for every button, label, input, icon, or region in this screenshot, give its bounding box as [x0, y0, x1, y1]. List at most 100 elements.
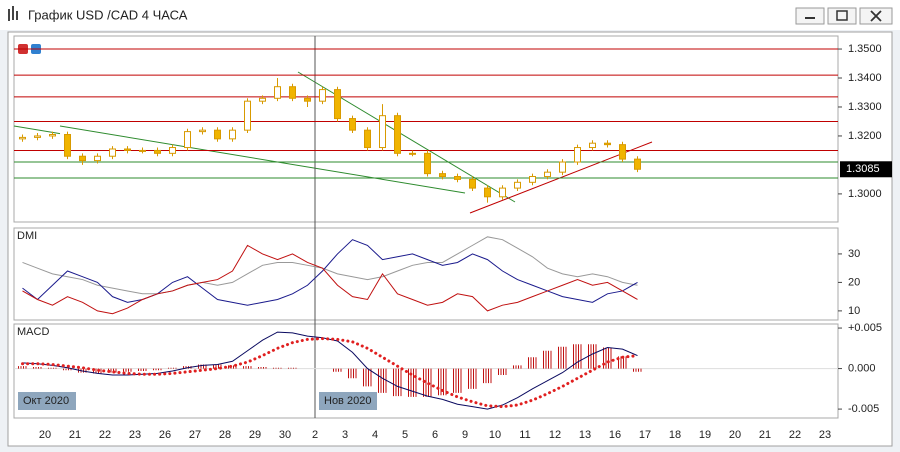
series-line [22, 244, 638, 315]
close-button[interactable] [859, 7, 893, 25]
candle-body [109, 148, 116, 157]
series-line [22, 331, 638, 410]
x-tick-label: 5 [402, 429, 408, 441]
candle-body [364, 129, 371, 149]
x-tick-label: 30 [279, 429, 291, 441]
candle-body [469, 178, 476, 189]
series-line [22, 239, 638, 306]
trend-line [59, 125, 466, 194]
y-tick-label: 20 [848, 276, 860, 288]
candle-body [619, 144, 626, 160]
candle-body [274, 86, 281, 99]
candle-body [349, 118, 356, 131]
candle-body [424, 152, 431, 175]
candle-body [379, 115, 386, 149]
title-bar [0, 0, 900, 30]
candle-body [574, 147, 581, 163]
price-panel [13, 35, 839, 223]
restore-button[interactable] [827, 7, 857, 25]
y-tick-label: 1.3500 [848, 43, 882, 55]
x-tick-label: 29 [249, 429, 261, 441]
candle-body [304, 97, 311, 102]
dmi-panel [13, 227, 839, 321]
x-tick-label: 20 [729, 429, 741, 441]
y-tick-label: 0.000 [848, 362, 876, 374]
series-line [21, 337, 639, 409]
candle-body [484, 187, 491, 198]
x-tick-label: 4 [372, 429, 378, 441]
minimize-button[interactable] [795, 7, 825, 25]
x-tick-label: 23 [129, 429, 141, 441]
x-tick-label: 21 [69, 429, 81, 441]
candle-body [334, 89, 341, 120]
candle-body [169, 147, 176, 154]
app-icon [8, 6, 18, 21]
candle-body [514, 181, 521, 189]
x-tick-label: 26 [159, 429, 171, 441]
period-label-box [18, 392, 76, 410]
x-tick-label: 6 [432, 429, 438, 441]
candle-body [529, 176, 536, 183]
x-tick-label: 17 [639, 429, 651, 441]
x-tick-label: 22 [99, 429, 111, 441]
y-tick-label: -0.005 [848, 403, 879, 415]
x-tick-label: 13 [579, 429, 591, 441]
period-label-box [319, 392, 377, 410]
x-tick-label: 2 [312, 429, 318, 441]
x-tick-label: 18 [669, 429, 681, 441]
candle-body [19, 136, 26, 140]
x-tick-label: 19 [699, 429, 711, 441]
candle-body [64, 134, 71, 157]
y-tick-label: 1.3400 [848, 72, 882, 84]
candle-body [634, 158, 641, 170]
candle-body [229, 129, 236, 140]
candle-body [79, 155, 86, 162]
x-tick-label: 20 [39, 429, 51, 441]
candle-body [124, 148, 131, 151]
x-tick-label: 10 [489, 429, 501, 441]
candle-body [409, 152, 416, 155]
candle-body [139, 149, 146, 152]
x-tick-label: 11 [519, 429, 530, 441]
y-tick-label: 30 [848, 248, 860, 260]
candle-body [499, 187, 506, 198]
candle-body [604, 142, 611, 146]
series-line [22, 236, 638, 295]
candle-body [94, 155, 101, 162]
candle-body [319, 89, 326, 102]
x-tick-label: 23 [819, 429, 831, 441]
candle-body [589, 142, 596, 149]
period-label: Нов 2020 [324, 395, 371, 407]
x-tick-label: 21 [759, 429, 771, 441]
candle-body [199, 129, 206, 133]
candle-body [214, 129, 221, 140]
y-tick-label: 1.3000 [848, 188, 882, 200]
x-tick-label: 27 [189, 429, 201, 441]
candle-body [454, 176, 461, 180]
panel-title: MACD [17, 326, 49, 338]
candle-body [244, 100, 251, 131]
candle-body [394, 115, 401, 154]
candle-body [154, 149, 161, 154]
candle-body [544, 171, 551, 178]
last-price-box [840, 161, 892, 178]
panel-title: DMI [17, 230, 37, 242]
candle-body [34, 135, 41, 138]
period-label: Окт 2020 [23, 395, 69, 407]
x-tick-label: 16 [609, 429, 621, 441]
y-tick-label: +0.005 [848, 322, 882, 334]
candle-body [439, 173, 446, 178]
x-tick-label: 3 [342, 429, 348, 441]
y-tick-label: 10 [848, 305, 860, 317]
candle-body [559, 161, 566, 173]
candle-body [49, 134, 56, 137]
x-tick-label: 12 [549, 429, 561, 441]
y-tick-label: 1.3300 [848, 101, 882, 113]
candle-body [184, 131, 191, 149]
x-tick-label: 9 [462, 429, 468, 441]
candle-body [259, 97, 266, 102]
x-tick-label: 28 [219, 429, 231, 441]
last-price-label: 1.3085 [846, 163, 880, 175]
x-tick-label: 22 [789, 429, 801, 441]
